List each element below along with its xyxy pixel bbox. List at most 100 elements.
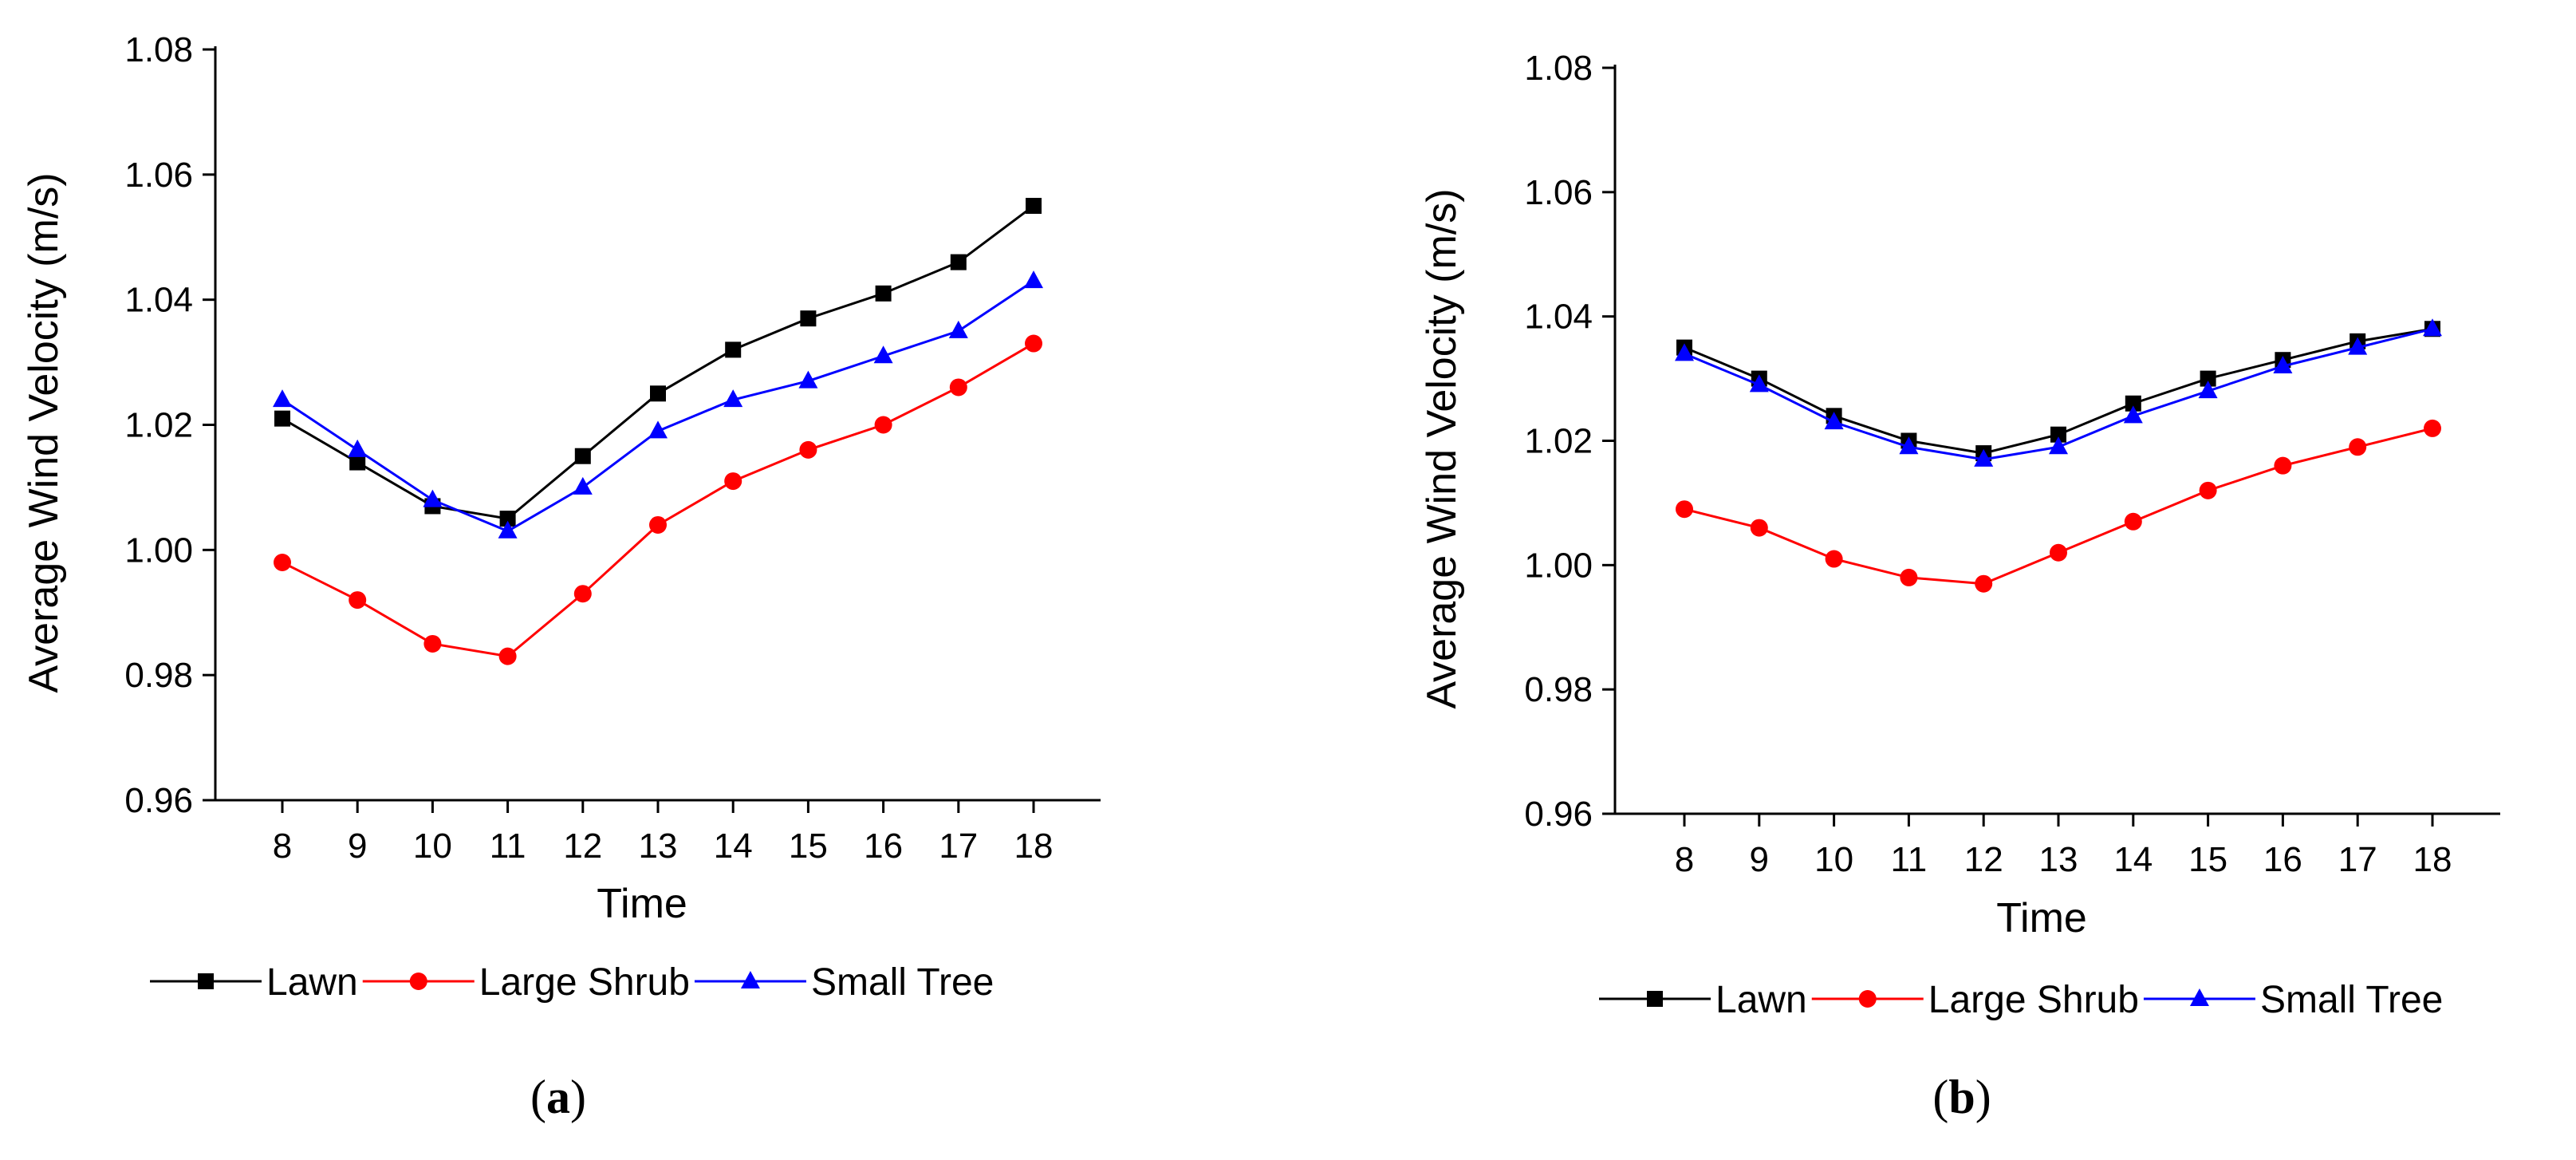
chart-a-series-lawn-point (650, 385, 666, 402)
chart-a-series-lawn-point (349, 454, 366, 471)
chart-a-x-tick-label: 14 (714, 827, 753, 866)
chart-b-x-tick-label: 10 (1814, 840, 1853, 879)
chart-b-legend-large-shrub-label: Large Shrub (1928, 979, 2139, 1021)
chart-b-legend-small-tree-label: Small Tree (2260, 979, 2443, 1021)
chart-a-legend-small-tree-swatch-marker (740, 971, 760, 988)
chart-a-legend-large-shrub-label: Large Shrub (479, 961, 690, 1004)
chart-a-series-large-shrub-point (874, 416, 892, 434)
chart-a-caption-close: ) (570, 1071, 586, 1123)
chart-a-series-large-shrub-point (498, 647, 517, 665)
chart-a-caption: (a) (530, 1071, 586, 1123)
chart-a-series-large-shrub-point (799, 440, 817, 459)
chart-b-x-tick-label: 15 (2188, 840, 2227, 879)
chart-b-series-small-tree-point (1824, 412, 1844, 430)
chart-b-series-large-shrub-point (2124, 512, 2142, 531)
chart-a-y-tick-label: 1.04 (124, 281, 193, 320)
chart-a-series-large-shrub-point (949, 378, 967, 397)
chart-b-series-small-tree-point (2123, 405, 2143, 424)
chart-b-y-tick-label: 0.96 (1524, 795, 1593, 834)
chart-a-series-lawn-point (725, 341, 742, 358)
chart-b-series-small-tree-point (2049, 436, 2068, 455)
chart-b-series-small-tree-point (2273, 356, 2293, 373)
chart-a-x-tick-label: 16 (864, 827, 903, 866)
chart-a-series-small-tree-point (1024, 270, 1043, 289)
chart-b-series-small-tree-point (2348, 337, 2368, 355)
chart-b-series-lawn-point (2125, 395, 2141, 412)
chart-a-legend-large-shrub-swatch-marker (409, 973, 427, 990)
chart-b-x-tick-label: 8 (1675, 840, 1694, 879)
chart-a-series-small-tree-point (798, 370, 818, 389)
chart-a-y-tick-label: 1.00 (124, 531, 193, 570)
chart-b-series-small-tree-point (1675, 343, 1694, 361)
chart-b-x-tick-label: 11 (1891, 840, 1928, 879)
chart-a-series-lawn-point (274, 410, 290, 427)
chart-b-y-tick-label: 1.06 (1524, 173, 1593, 212)
chart-a-series-small-tree-point (873, 345, 893, 364)
chart-b-series-small-tree-point (2198, 381, 2218, 399)
chart-a-series-lawn-point (574, 448, 591, 464)
chart-b-y-tick-label: 0.98 (1524, 670, 1593, 709)
chart-b-y-tick-label: 1.02 (1524, 422, 1593, 461)
chart-b-series-large-shrub-point (1975, 574, 1993, 593)
chart-a-series-lawn-point (800, 310, 817, 327)
chart-b-y-axis-title: Average Wind Velocity (m/s) (1419, 188, 1465, 708)
chart-b-x-tick-label: 9 (1750, 840, 1769, 879)
chart-a-caption-open: ( (530, 1071, 546, 1123)
chart-a-y-tick-label: 0.98 (124, 656, 193, 695)
chart-b-y-tick-label: 1.08 (1524, 49, 1593, 88)
chart-b-x-tick-label: 14 (2113, 840, 2153, 879)
chart-a-series-large-shrub-point (724, 472, 742, 491)
chart-a-x-tick-label: 8 (273, 827, 292, 866)
chart-a-group: 0.96 0.98 1.00 1.02 1.04 1.06 1.08 8 9 10 11 12 13 14… (21, 30, 1101, 1123)
chart-a-series-large-shrub-point (649, 515, 667, 534)
chart-b-series-large-shrub-point (2349, 438, 2367, 456)
chart-a-series-large-shrub-point (1025, 334, 1042, 353)
chart-a-y-tick-label: 1.08 (124, 30, 193, 69)
chart-b-legend-large-shrub-swatch-marker (1858, 990, 1877, 1008)
chart-b-y-tick-label: 1.04 (1524, 298, 1593, 337)
chart-b-caption-close: ) (1975, 1071, 1991, 1123)
chart-a-series-lawn-point (875, 285, 892, 302)
chart-a-series-small-tree-point (723, 389, 743, 408)
chart-b-series-large-shrub-point (1676, 500, 1693, 519)
chart-a-series-lawn-point (1026, 198, 1042, 215)
chart-a-x-tick-label: 17 (939, 827, 978, 866)
chart-b-x-axis-title: Time (1996, 895, 2087, 941)
chart-a-series-small-tree-point (273, 389, 292, 408)
chart-b-series-large-shrub-point (2274, 456, 2292, 475)
chart-a-x-tick-label: 9 (348, 827, 367, 866)
chart-b-series-small-tree-point (1749, 374, 1769, 393)
chart-a-y-tick-label: 1.02 (124, 406, 193, 445)
chart-b-series-large-shrub-point (1750, 519, 1768, 537)
chart-b-series-small-tree-point (1899, 436, 1919, 455)
chart-b-x-tick-label: 16 (2263, 840, 2302, 879)
chart-a-legend-lawn-swatch-marker (198, 973, 214, 989)
chart-b-x-tick-label: 17 (2338, 840, 2377, 879)
chart-a-series-small-tree-point (648, 420, 668, 439)
chart-b-caption-letter: b (1948, 1071, 1975, 1123)
chart-a-series-small-tree-point (498, 520, 518, 539)
chart-a-series-small-tree-point (573, 476, 593, 495)
chart-a-y-tick-label: 1.06 (124, 156, 193, 195)
chart-b-series-small-tree-point (1974, 448, 1994, 467)
chart-a-series-lawn-line (282, 204, 1034, 520)
chart-a-series-large-shrub-point (274, 554, 291, 572)
chart-a-caption-letter: a (546, 1071, 570, 1123)
chart-a-x-tick-label: 11 (490, 827, 526, 866)
chart-a-legend-small-tree-label: Small Tree (811, 961, 994, 1004)
chart-a-y-tick-label: 0.96 (124, 781, 193, 820)
chart-b-series-lawn-point (2200, 370, 2216, 387)
chart-a-x-tick-label: 13 (639, 827, 678, 866)
chart-b-series-large-shrub-point (2199, 481, 2217, 499)
chart-b-series-large-shrub-point (1825, 550, 1843, 568)
chart-b-x-tick-label: 13 (2039, 840, 2078, 879)
chart-a-x-tick-label: 15 (789, 827, 828, 866)
chart-b-x-tick-label: 18 (2413, 840, 2452, 879)
chart-b-series-large-shrub-point (1900, 568, 1918, 586)
chart-a-series-small-tree-point (948, 320, 968, 338)
chart-a-y-axis-title: Average Wind Velocity (m/s) (21, 172, 67, 692)
chart-a-series-large-shrub-point (423, 634, 442, 653)
chart-b-series-lawn-point (2050, 426, 2066, 443)
chart-a-series-lawn-point (499, 511, 516, 527)
